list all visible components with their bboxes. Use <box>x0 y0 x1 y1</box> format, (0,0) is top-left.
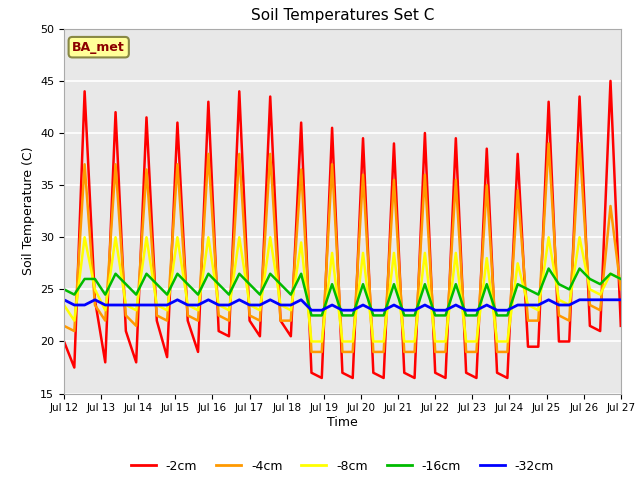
Title: Soil Temperatures Set C: Soil Temperatures Set C <box>251 9 434 24</box>
X-axis label: Time: Time <box>327 416 358 429</box>
Y-axis label: Soil Temperature (C): Soil Temperature (C) <box>22 147 35 276</box>
Text: BA_met: BA_met <box>72 41 125 54</box>
Legend: -2cm, -4cm, -8cm, -16cm, -32cm: -2cm, -4cm, -8cm, -16cm, -32cm <box>125 455 559 478</box>
